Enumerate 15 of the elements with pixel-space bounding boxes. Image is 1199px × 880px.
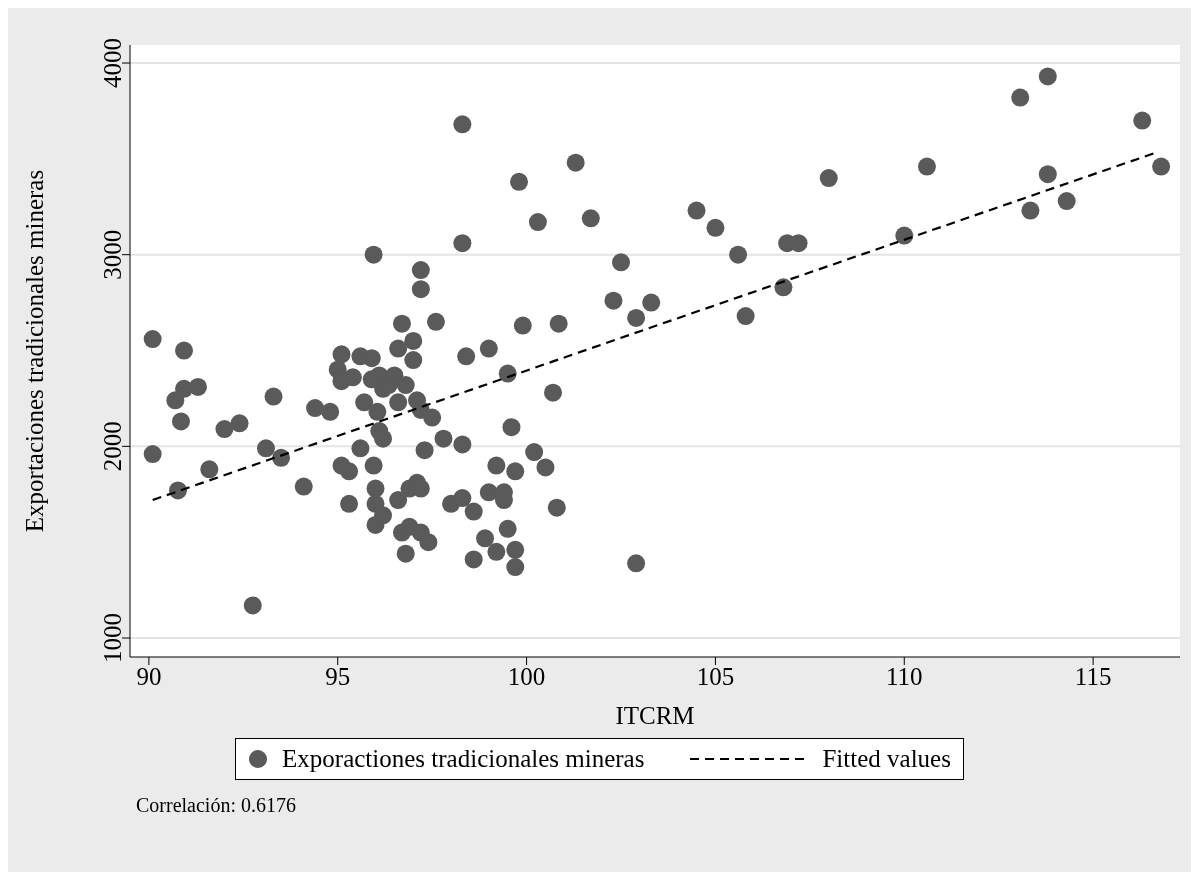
text: Correlación: 0.6176 [136, 794, 297, 817]
x-tick-label: 110 [885, 662, 923, 690]
legend-label: Exporactiones tradicionales mineras [282, 745, 645, 773]
legend-label: Fitted values [822, 745, 951, 773]
x-tick-label: 115 [1074, 662, 1112, 690]
y-tick-label: 4000 [98, 38, 126, 89]
x-axis-title: ITCRM [615, 702, 695, 729]
y-tick-label: 3000 [98, 229, 126, 280]
x-tick-label: 100 [507, 662, 546, 690]
y-tick-label: 1000 [98, 613, 126, 664]
x-tick-label: 95 [325, 662, 351, 690]
x-tick-label: 105 [696, 662, 735, 690]
x-tick-label: 90 [136, 662, 162, 690]
y-tick-label: 2000 [98, 421, 126, 472]
y-axis-title: Exportaciones tradicionales mineras [20, 169, 48, 533]
